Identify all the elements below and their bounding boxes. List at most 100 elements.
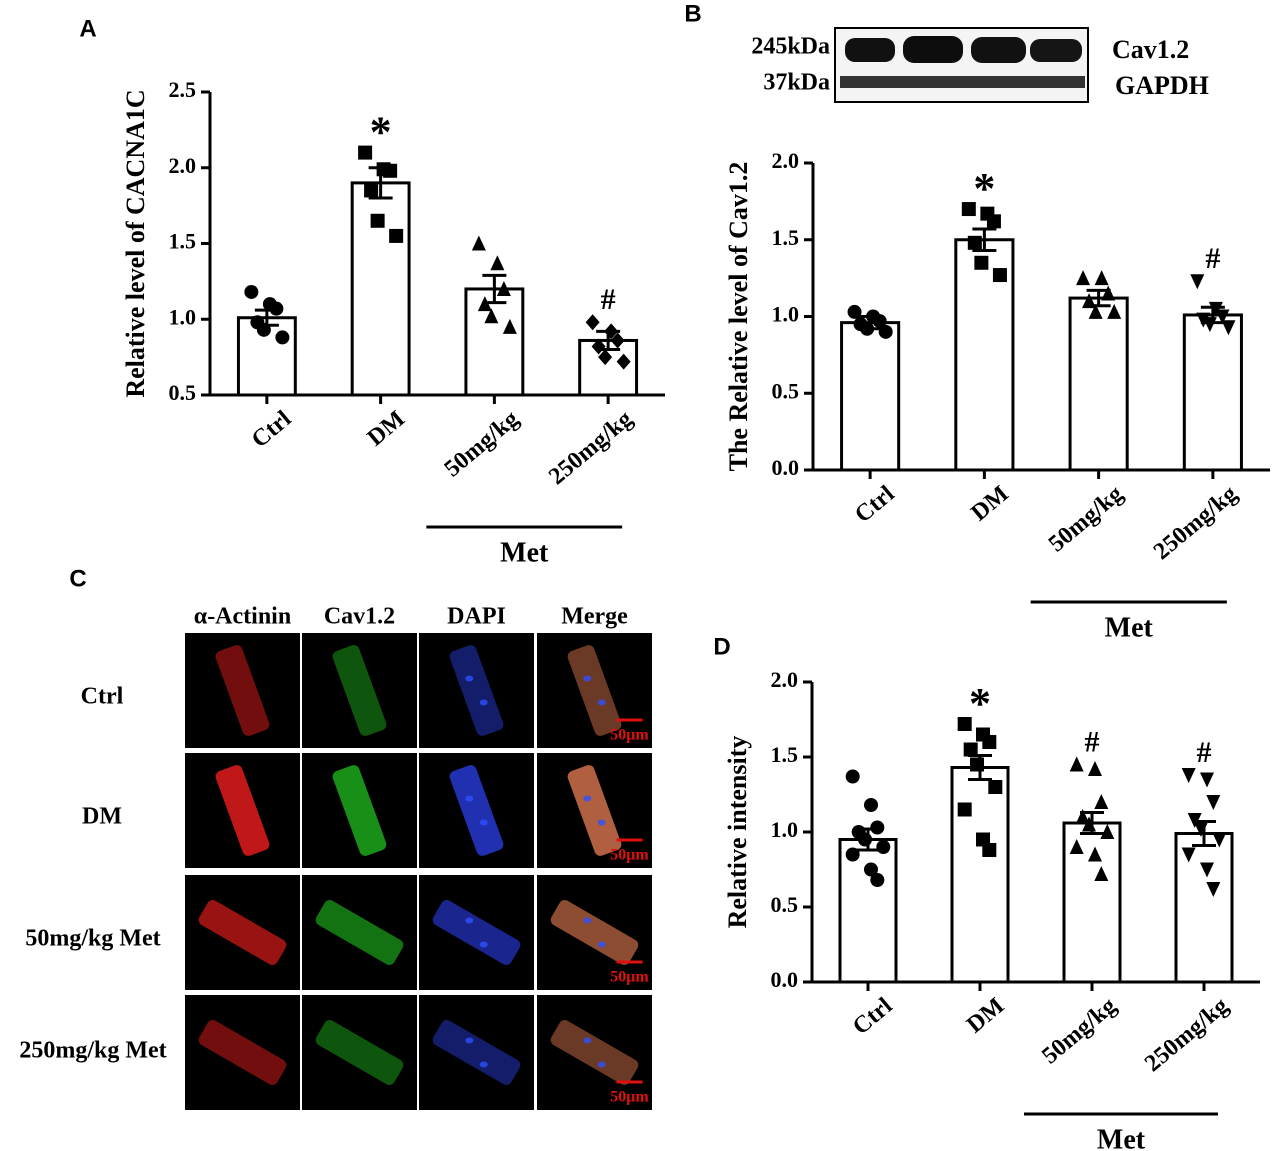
column-header: α-Actinin [194, 604, 291, 630]
data-point [864, 798, 878, 812]
data-point [1101, 285, 1116, 301]
data-point [1181, 847, 1196, 863]
cell [215, 645, 270, 736]
y-tick-label: 1.0 [771, 817, 799, 842]
data-point [496, 280, 511, 296]
data-point [364, 183, 379, 198]
nucleus [465, 675, 474, 682]
data-point [1208, 301, 1223, 317]
data-point [1181, 768, 1196, 783]
cell [449, 765, 504, 856]
cell [198, 1020, 287, 1085]
cell [198, 900, 287, 965]
data-point [1196, 312, 1211, 328]
y-tick-label: 0.5 [772, 378, 800, 403]
data-point [604, 323, 619, 340]
blot-band [1030, 39, 1082, 62]
scale-label: 50μm [610, 727, 649, 744]
panel-c: C α-Actinin Cav1.2 DAPI Merge Ctrl 50μm DM 50μm… [19, 565, 652, 1110]
y-axis-label: The Relative level of Cav1.2 [724, 162, 753, 472]
data-point [490, 255, 505, 271]
data-point [1069, 756, 1084, 772]
significance-mark: # [601, 283, 616, 316]
nucleus [465, 1037, 474, 1044]
x-tick-label: 50mg/kg [440, 406, 524, 483]
nucleus [465, 917, 474, 924]
data-point [1094, 794, 1109, 809]
data-point [1202, 317, 1217, 333]
data-point [358, 145, 373, 160]
nucleus [583, 917, 592, 924]
bar [838, 838, 898, 984]
panel-label: D [713, 633, 730, 660]
data-point [1107, 303, 1122, 319]
data-point [967, 235, 982, 250]
group-label: Met [1105, 612, 1154, 643]
data-point [1200, 862, 1214, 878]
nucleus [479, 941, 488, 948]
scale-label: 50μm [610, 847, 649, 864]
x-tick-label: 50mg/kg [1044, 481, 1128, 558]
data-point [1088, 846, 1102, 862]
data-point [484, 308, 499, 324]
data-point [383, 163, 398, 178]
data-point [988, 780, 1003, 794]
scale-label: 50μm [610, 969, 649, 986]
y-tick-label: 1.5 [169, 229, 197, 254]
data-point [963, 742, 978, 757]
data-point [1206, 795, 1221, 810]
significance-mark: # [1085, 725, 1100, 758]
data-point [974, 255, 989, 270]
column-header: Cav1.2 [324, 604, 395, 630]
data-point [1088, 303, 1103, 319]
y-tick-label: 2.0 [771, 667, 799, 692]
data-point [845, 847, 860, 862]
y-tick-label: 0.0 [772, 455, 800, 480]
x-tick-label: DM [966, 481, 1013, 527]
nucleus [479, 819, 488, 826]
panel-label: A [79, 15, 96, 42]
row-label: 250mg/kg Met [19, 1038, 166, 1064]
cell [315, 900, 404, 965]
bar [840, 321, 901, 472]
data-point [872, 314, 887, 329]
y-tick-label: 1.0 [169, 304, 197, 329]
blot: 245kDa 37kDa Cav1.2 GAPDH [751, 27, 1209, 103]
bar [1068, 296, 1129, 472]
x-tick-label: Ctrl [848, 993, 898, 1041]
data-point [982, 843, 997, 857]
y-tick-label: 2.5 [169, 77, 197, 102]
y-tick-label: 1.5 [772, 225, 800, 250]
data-point [244, 284, 259, 299]
bar [950, 766, 1010, 984]
group-label: Met [1097, 1124, 1146, 1151]
data-point [1082, 816, 1096, 832]
nucleus [479, 699, 488, 706]
cell [550, 1020, 639, 1085]
cell [567, 765, 622, 856]
data-point [860, 321, 875, 336]
data-point [1088, 761, 1102, 776]
data-point [598, 349, 613, 366]
blot-band [903, 36, 963, 63]
cell [315, 1020, 404, 1085]
significance-mark: * [973, 164, 995, 213]
data-point [471, 235, 486, 251]
data-point [1075, 809, 1090, 824]
data-point [1187, 813, 1202, 828]
y-tick-label: 1.5 [771, 742, 799, 767]
data-point [878, 324, 893, 339]
scale-label: 50μm [610, 1089, 649, 1106]
data-point [1212, 832, 1227, 848]
bar [1062, 821, 1122, 984]
bar [954, 238, 1015, 472]
bar [464, 287, 525, 397]
data-point [986, 214, 1001, 229]
nucleus [479, 1061, 488, 1068]
x-tick-label: DM [363, 406, 410, 452]
row-label: DM [82, 804, 122, 830]
data-point [982, 735, 997, 749]
data-point [370, 213, 385, 228]
x-tick-label: Ctrl [247, 406, 297, 454]
